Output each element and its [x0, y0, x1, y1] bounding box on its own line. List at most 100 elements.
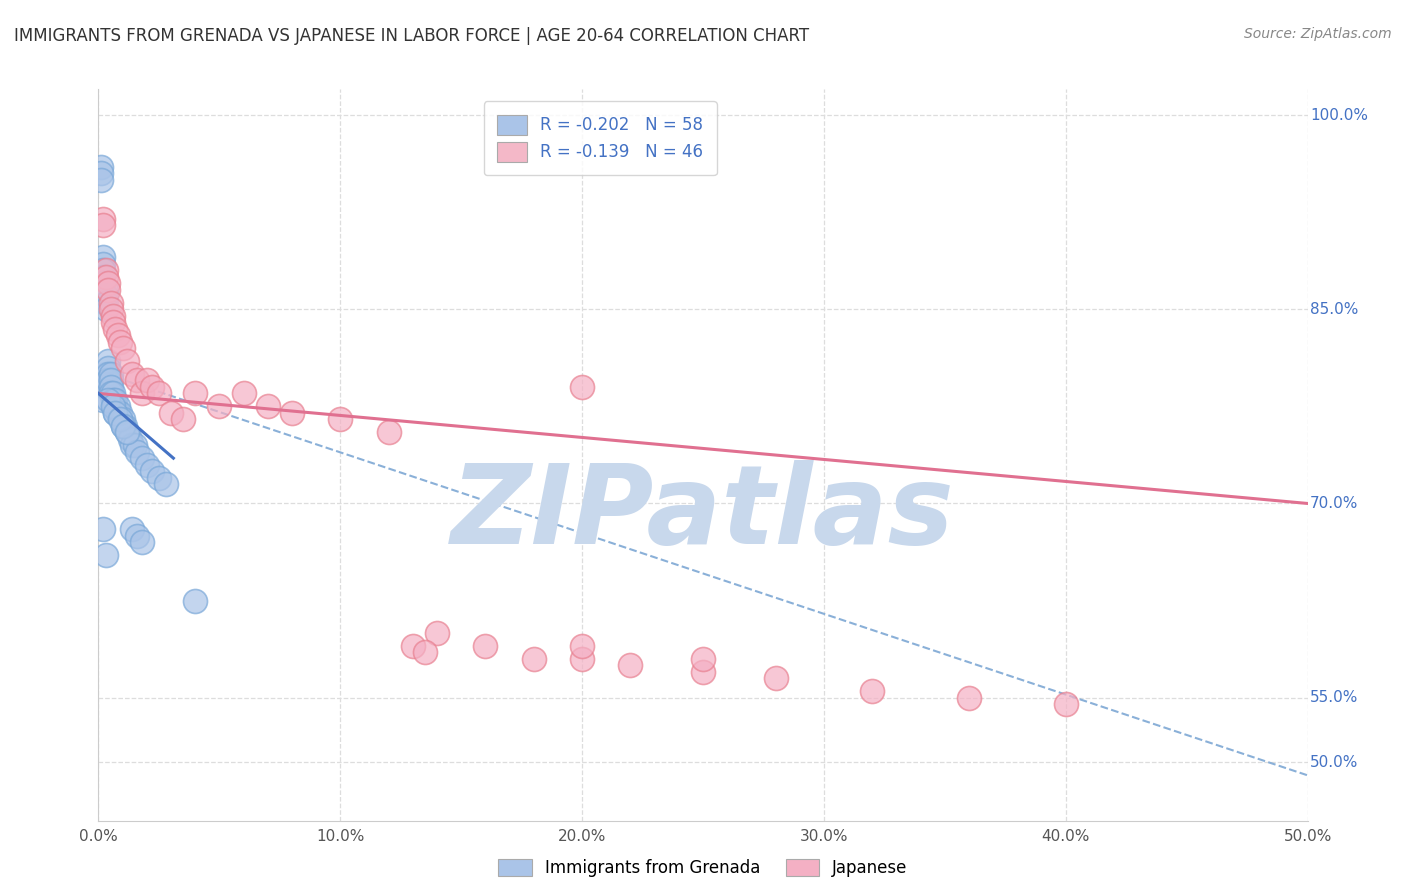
Point [208, 400, 231, 414]
Point [127, 444, 149, 458]
Point [104, 400, 127, 414]
Point [91, 263, 114, 277]
Point [111, 341, 134, 355]
Point [329, 412, 352, 426]
Point [90, 160, 112, 174]
Point [97, 367, 120, 381]
Point [91, 269, 114, 284]
Point [571, 639, 593, 653]
Point [108, 334, 131, 349]
Point [571, 380, 593, 394]
Point [108, 412, 131, 426]
Point [111, 418, 134, 433]
Point [141, 464, 163, 478]
Point [426, 626, 449, 640]
Point [118, 432, 141, 446]
Point [160, 406, 183, 420]
Point [155, 477, 177, 491]
Text: 50.0%: 50.0% [1310, 755, 1358, 770]
Point [402, 639, 425, 653]
Point [91, 218, 114, 232]
Point [94, 302, 117, 317]
Text: 85.0%: 85.0% [1310, 301, 1358, 317]
Point [281, 406, 304, 420]
Point [117, 425, 139, 440]
Point [97, 360, 120, 375]
Point [108, 406, 131, 420]
Point [101, 386, 124, 401]
Point [117, 354, 139, 368]
Point [107, 406, 129, 420]
Point [148, 386, 170, 401]
Point [101, 309, 124, 323]
Point [101, 400, 124, 414]
Point [94, 289, 117, 303]
Point [94, 548, 117, 562]
Point [692, 652, 714, 666]
Text: 55.0%: 55.0% [1310, 690, 1358, 706]
Point [100, 367, 122, 381]
Point [97, 354, 120, 368]
Point [127, 374, 149, 388]
Point [104, 321, 127, 335]
Point [94, 269, 117, 284]
Point [131, 535, 153, 549]
Point [121, 367, 143, 381]
Point [124, 438, 146, 452]
Text: ZIPatlas: ZIPatlas [451, 460, 955, 567]
Point [91, 211, 114, 226]
Point [91, 277, 114, 291]
Point [184, 386, 207, 401]
Legend: R = -0.202   N = 58, R = -0.139   N = 46: R = -0.202 N = 58, R = -0.139 N = 46 [484, 101, 717, 175]
Text: Source: ZipAtlas.com: Source: ZipAtlas.com [1244, 27, 1392, 41]
Point [114, 418, 136, 433]
Point [97, 392, 120, 407]
Point [474, 639, 496, 653]
Point [619, 658, 641, 673]
Point [97, 283, 120, 297]
Point [90, 173, 112, 187]
Point [377, 425, 399, 440]
Point [101, 400, 124, 414]
Point [91, 522, 114, 536]
Point [121, 522, 143, 536]
Point [104, 392, 127, 407]
Point [121, 438, 143, 452]
Point [571, 652, 593, 666]
Point [135, 374, 157, 388]
Point [131, 451, 153, 466]
Point [100, 302, 122, 317]
Point [1054, 697, 1077, 711]
Point [765, 671, 787, 685]
Point [111, 412, 134, 426]
Point [111, 418, 134, 433]
Point [117, 425, 139, 440]
Point [100, 295, 122, 310]
Point [104, 406, 127, 420]
Point [100, 386, 122, 401]
Point [104, 406, 127, 420]
Text: 100.0%: 100.0% [1310, 108, 1368, 122]
Point [256, 400, 278, 414]
Point [100, 374, 122, 388]
Point [94, 374, 117, 388]
Point [934, 846, 956, 860]
Point [97, 374, 120, 388]
Point [131, 386, 153, 401]
Point [101, 315, 124, 329]
Point [692, 665, 714, 679]
Point [100, 380, 122, 394]
Point [94, 295, 117, 310]
Point [97, 277, 120, 291]
Point [523, 652, 546, 666]
Point [184, 593, 207, 607]
Point [94, 367, 117, 381]
Text: IMMIGRANTS FROM GRENADA VS JAPANESE IN LABOR FORCE | AGE 20-64 CORRELATION CHART: IMMIGRANTS FROM GRENADA VS JAPANESE IN L… [14, 27, 810, 45]
Point [172, 412, 194, 426]
Point [860, 684, 883, 698]
Point [957, 690, 980, 705]
Point [135, 458, 157, 472]
Point [91, 251, 114, 265]
Point [148, 470, 170, 484]
Point [101, 392, 124, 407]
